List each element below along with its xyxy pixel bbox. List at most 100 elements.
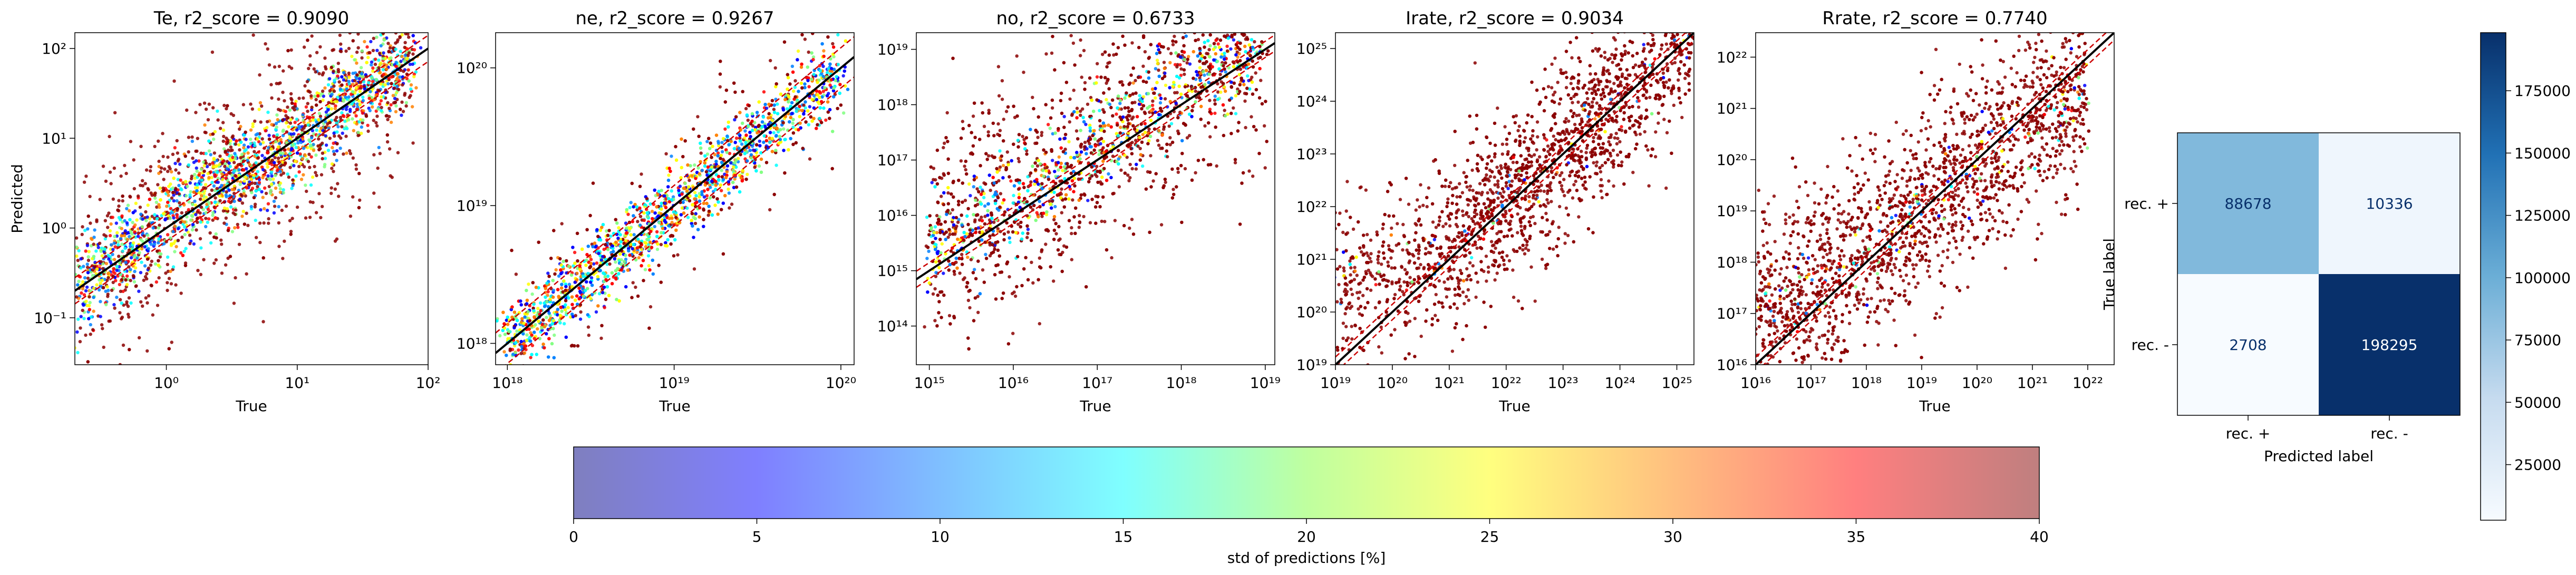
scatter-point bbox=[215, 159, 219, 162]
scatter-point bbox=[84, 174, 88, 178]
scatter-point bbox=[153, 262, 158, 266]
scatter-point bbox=[133, 269, 137, 274]
scatter-point bbox=[578, 264, 582, 268]
scatter-point bbox=[203, 123, 207, 127]
scatter-point bbox=[75, 295, 79, 299]
scatter-point bbox=[290, 101, 294, 105]
scatter-point bbox=[129, 230, 133, 233]
scatter-point bbox=[332, 141, 335, 145]
scatter-point bbox=[169, 282, 173, 286]
scatter-point bbox=[355, 76, 359, 80]
scatter-point bbox=[81, 308, 84, 313]
scatter-point bbox=[711, 190, 715, 193]
scatter-point bbox=[80, 291, 83, 295]
scatter-point bbox=[225, 190, 228, 194]
scatter-point bbox=[375, 48, 379, 52]
scatter-point bbox=[177, 171, 181, 175]
scatter-point bbox=[608, 262, 612, 266]
scatter-point bbox=[226, 229, 230, 232]
scatter-point bbox=[575, 231, 579, 235]
scatter-point bbox=[96, 366, 100, 369]
scatter-point bbox=[348, 85, 353, 89]
scatter-point bbox=[824, 118, 828, 122]
scatter-point bbox=[191, 223, 195, 227]
scatter-point bbox=[322, 94, 325, 98]
scatter-point bbox=[580, 247, 584, 251]
scatter-point bbox=[596, 246, 600, 250]
scatter-point bbox=[104, 179, 108, 183]
scatter-point bbox=[126, 231, 130, 235]
scatter-point bbox=[693, 197, 696, 201]
scatter-point bbox=[667, 224, 671, 228]
scatter-point bbox=[386, 26, 389, 30]
scatter-point bbox=[764, 139, 769, 143]
scatter-point bbox=[86, 360, 90, 364]
scatter-point bbox=[287, 175, 290, 179]
scatter-point bbox=[586, 287, 589, 290]
scatter-point bbox=[769, 116, 772, 120]
scatter-point bbox=[278, 81, 282, 85]
scatter-point bbox=[157, 237, 161, 241]
scatter-point bbox=[148, 198, 152, 201]
scatter-point bbox=[180, 235, 184, 239]
scatter-point bbox=[386, 23, 389, 26]
scatter-point bbox=[614, 240, 618, 244]
scatter-point bbox=[783, 115, 788, 119]
scatter-point bbox=[744, 133, 748, 137]
scatter-point bbox=[147, 188, 150, 192]
scatter-point bbox=[635, 250, 639, 254]
scatter-point bbox=[789, 137, 792, 141]
scatter-point bbox=[762, 140, 766, 144]
scatter-point bbox=[707, 137, 711, 140]
scatter-point bbox=[277, 221, 280, 225]
scatter-point bbox=[220, 178, 225, 181]
scatter-point bbox=[275, 125, 278, 129]
scatter-point bbox=[143, 264, 147, 268]
scatter-point bbox=[109, 243, 113, 247]
y-tick-label: 10² bbox=[42, 40, 66, 57]
scatter-point bbox=[816, 93, 820, 97]
scatter-point bbox=[79, 266, 83, 270]
scatter-point bbox=[667, 200, 672, 203]
scatter-point bbox=[693, 221, 698, 226]
scatter-point bbox=[171, 191, 175, 194]
scatter-point bbox=[112, 267, 116, 271]
scatter-point bbox=[232, 188, 236, 191]
scatter-point bbox=[375, 124, 379, 128]
scatter-point bbox=[794, 141, 798, 145]
scatter-point bbox=[759, 157, 763, 161]
scatter-point bbox=[99, 281, 102, 285]
scatter-point bbox=[636, 220, 640, 223]
scatter-point bbox=[151, 226, 155, 230]
scatter-point bbox=[111, 252, 114, 257]
scatter-point bbox=[347, 46, 351, 51]
scatter-point bbox=[586, 271, 590, 276]
scatter-point bbox=[91, 328, 95, 332]
scatter-point bbox=[585, 228, 589, 231]
scatter-point bbox=[328, 121, 332, 124]
scatter-point bbox=[200, 176, 204, 179]
scatter-point bbox=[209, 153, 212, 157]
scatter-point bbox=[313, 164, 316, 169]
scatter-point bbox=[403, 92, 407, 95]
scatter-point bbox=[139, 300, 143, 304]
scatter-point bbox=[818, 64, 822, 67]
scatter-point bbox=[677, 189, 681, 192]
scatter-point bbox=[154, 200, 158, 204]
scatter-point bbox=[175, 245, 178, 249]
scatter-point bbox=[118, 363, 122, 365]
scatter-point bbox=[514, 272, 518, 276]
scatter-point bbox=[76, 350, 80, 355]
scatter-point bbox=[127, 296, 131, 300]
scatter-point bbox=[614, 243, 618, 247]
scatter-point bbox=[159, 166, 163, 170]
scatter-point bbox=[739, 176, 743, 180]
scatter-point bbox=[348, 215, 353, 218]
scatter-point bbox=[368, 109, 372, 112]
scatter-point bbox=[187, 150, 190, 154]
scatter-point bbox=[283, 161, 287, 165]
scatter-point bbox=[612, 250, 615, 254]
scatter-point bbox=[128, 209, 131, 213]
scatter-point bbox=[381, 68, 385, 72]
scatter-point bbox=[195, 166, 198, 170]
